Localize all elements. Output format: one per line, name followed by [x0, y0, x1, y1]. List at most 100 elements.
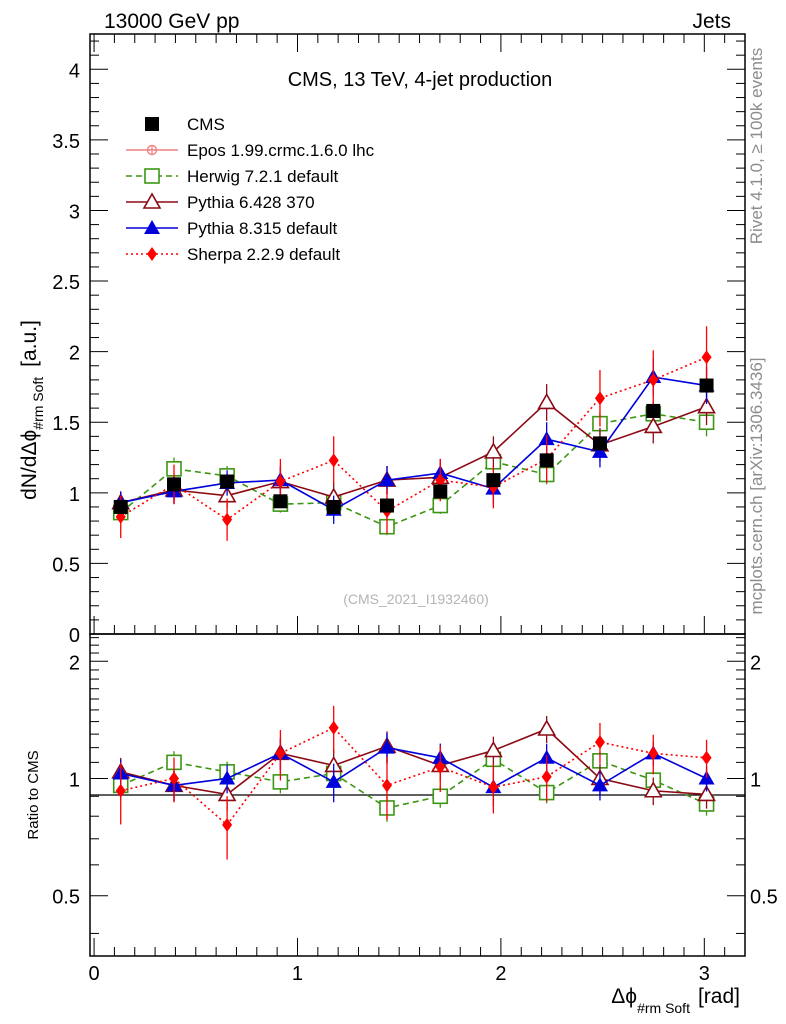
ratio-point: [381, 778, 392, 793]
x-axis-label-sub: #rm Soft: [637, 1000, 690, 1016]
legend-entry: Herwig 7.2.1 default: [126, 167, 338, 186]
ratio-series-herwig: [112, 749, 715, 822]
data-point: [594, 391, 605, 406]
mcplots-label: mcplots.cern.ch [arXiv:1306.3436]: [747, 357, 766, 614]
ratio-point: [697, 784, 716, 802]
data-point: [326, 499, 341, 514]
ratio-point: [275, 746, 286, 761]
data-point: [273, 494, 288, 509]
main-series: [111, 326, 716, 541]
data-point: [379, 498, 394, 513]
data-point: [539, 453, 554, 468]
ratio-point: [643, 781, 663, 798]
ratio-point: [219, 770, 236, 785]
data-point: [591, 443, 608, 458]
series-line: [120, 412, 707, 528]
legend-label: Pythia 8.315 default: [187, 219, 338, 238]
ratio-point: [115, 783, 126, 798]
legend-entry: Sherpa 2.2.9 default: [126, 245, 340, 264]
ratio-tick-label: 1: [69, 769, 80, 791]
data-point: [113, 499, 128, 514]
y-tick-label: 0: [69, 625, 80, 647]
legend-entry: Epos 1.99.crmc.1.6.0 lhc: [126, 141, 375, 160]
x-ticks: 0 1 2 3: [89, 34, 746, 985]
series-pythia: [111, 384, 716, 514]
series-pythia: [112, 358, 715, 524]
data-point: [433, 484, 448, 499]
legend-label: Sherpa 2.2.9 default: [187, 245, 340, 264]
legend-marker: [145, 117, 159, 131]
ratio-line: [120, 728, 707, 796]
ratio-axis-label: Ratio to CMS: [25, 750, 42, 839]
svg-text:dN/dΔϕ#rm Soft[a.u.]: dN/dΔϕ#rm Soft [a.u.]: [18, 320, 46, 500]
main-ticks: 0 0.5 1 1.5 2 2.5 3 3.5 4: [52, 40, 745, 647]
chart-title: CMS, 13 TeV, 4-jet production: [288, 69, 553, 91]
data-point: [378, 472, 395, 487]
ratio-point: [591, 777, 608, 792]
legend-entry: CMS: [145, 115, 225, 134]
x-axis-label-main: Δϕ: [611, 985, 637, 1008]
legend-label: Herwig 7.2.1 default: [187, 167, 338, 186]
legend: CMS Epos 1.99.crmc.1.6.0 lhc Herwig 7.2.1 …: [126, 115, 375, 264]
ratio-line: [120, 726, 707, 827]
data-point: [648, 372, 659, 387]
data-point: [646, 403, 661, 418]
legend-marker: [147, 247, 157, 261]
series-herwig: [112, 401, 715, 536]
ratio-line: [120, 746, 707, 789]
ratio-tick-label-right: 2: [750, 652, 761, 674]
ratio-point: [537, 719, 557, 736]
legend-label: CMS: [187, 115, 225, 134]
y-axis-label-sub: #rm Soft: [30, 377, 46, 430]
legend-marker: [144, 168, 160, 184]
ratio-point: [594, 735, 605, 750]
legend-entry: Pythia 8.315 default: [126, 219, 338, 238]
ratio-series-pythia: [111, 716, 716, 811]
x-tick-label: 1: [292, 963, 303, 985]
y-tick-label: 3.5: [52, 131, 80, 153]
data-point: [701, 350, 712, 365]
process-label: Jets: [692, 10, 731, 33]
data-point: [537, 392, 557, 410]
legend-label: Pythia 6.428 370: [187, 193, 315, 212]
data-point: [275, 474, 286, 489]
data-point: [328, 453, 339, 468]
rivet-label: Rivet 4.1.0, ≥ 100k events: [747, 48, 766, 244]
y-tick-label: 2: [69, 343, 80, 365]
y-tick-label: 4: [69, 60, 80, 82]
ratio-point: [701, 750, 712, 765]
data-point: [699, 378, 714, 393]
y-tick-label: 1: [69, 484, 80, 506]
ratio-point: [648, 746, 659, 761]
ratio-point: [328, 720, 339, 735]
x-axis-label-unit: [rad]: [698, 985, 740, 1008]
ratio-point: [169, 771, 180, 786]
x-axis-label: Δϕ#rm Soft [rad]: [611, 985, 740, 1016]
x-tick-label: 0: [89, 963, 100, 985]
legend-label: Epos 1.99.crmc.1.6.0 lhc: [187, 141, 375, 160]
legend-marker: [142, 192, 162, 209]
ratio-tick-label-right: 1: [750, 769, 761, 791]
data-point: [486, 473, 501, 488]
series-line: [120, 376, 707, 511]
ratio-point: [378, 739, 395, 754]
data-point: [483, 442, 503, 459]
ratio-series-sherpa: [115, 705, 712, 860]
energy-label: 13000 GeV pp: [104, 10, 239, 33]
data-point: [222, 512, 233, 527]
series-line: [120, 401, 707, 504]
x-tick-label: 2: [495, 963, 506, 985]
data-point: [592, 436, 607, 451]
ratio-point: [325, 773, 342, 788]
series-cms: [113, 378, 714, 514]
y-axis-label-main: dN/dΔϕ: [18, 430, 41, 500]
series-sherpa: [115, 326, 712, 541]
ratio-point: [483, 740, 503, 758]
y-tick-label: 0.5: [52, 554, 80, 576]
legend-marker: [144, 220, 160, 234]
y-tick-label: 3: [69, 201, 80, 223]
ratio-ticks: 0.5 0.5 1 1 2 2: [52, 637, 778, 934]
ratio-tick-label: 2: [69, 652, 80, 674]
y-axis-label: dN/dΔϕ#rm Soft [a.u.]: [18, 320, 46, 500]
